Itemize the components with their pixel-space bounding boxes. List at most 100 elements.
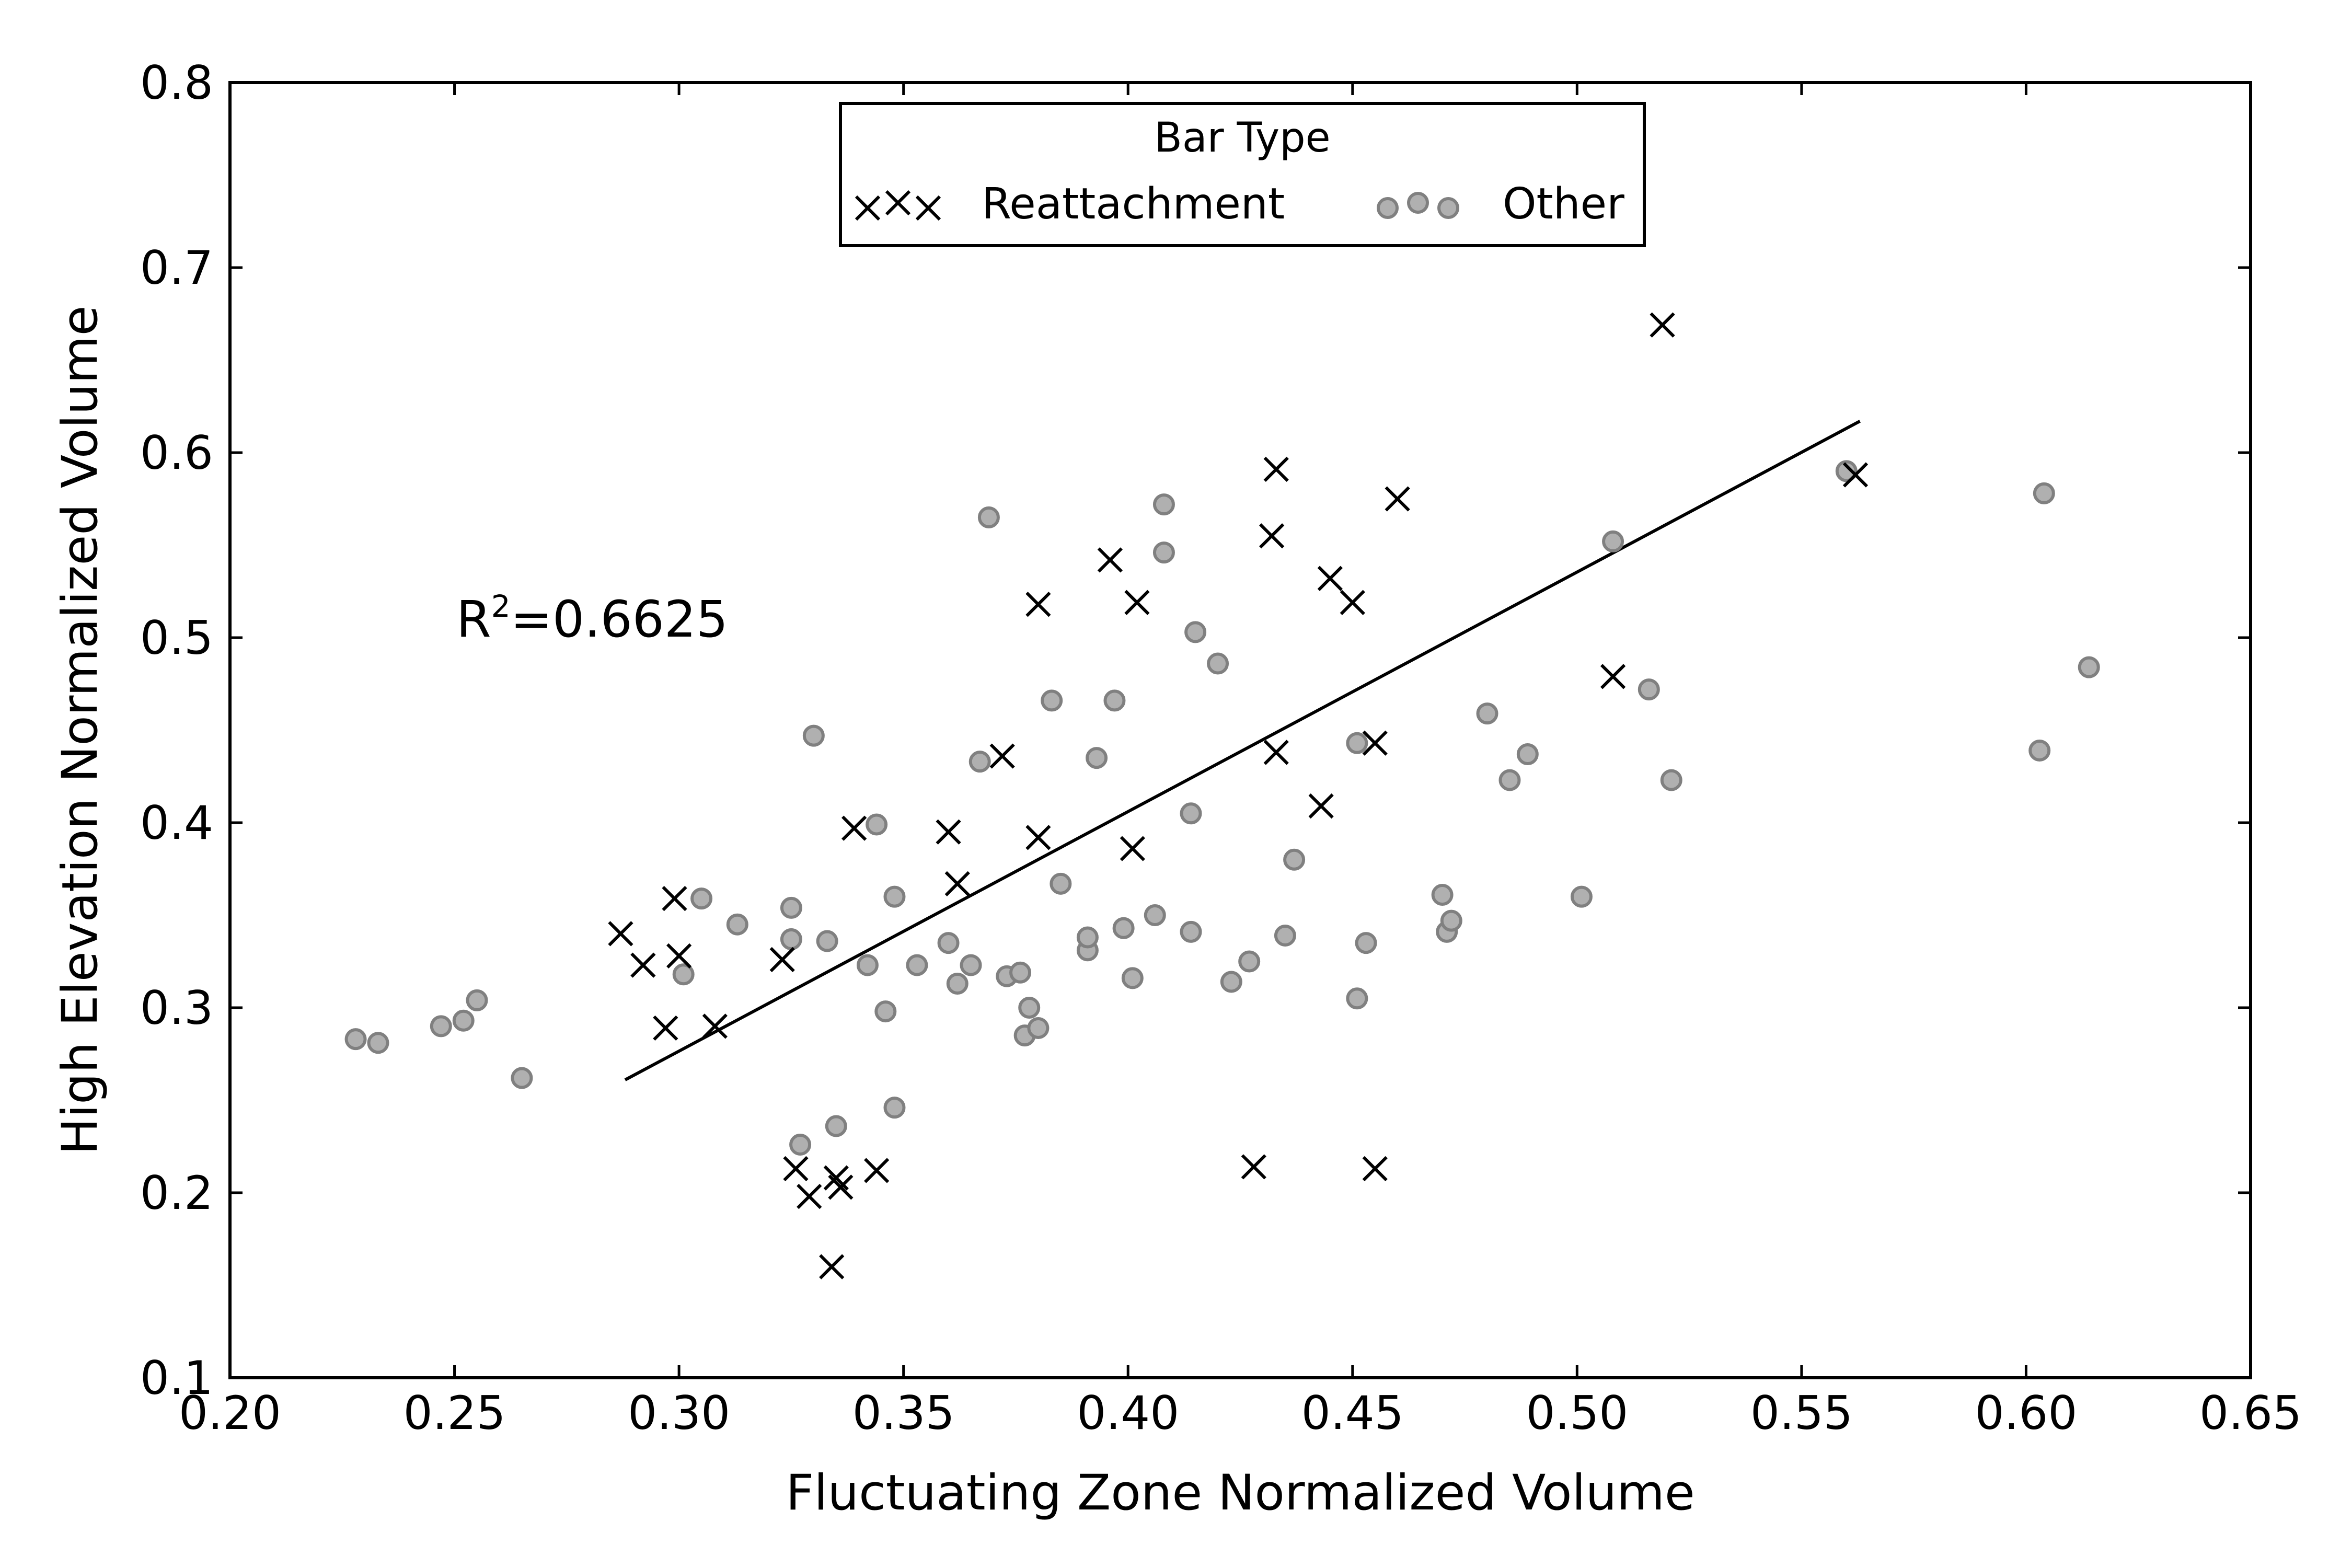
series-other: [344, 460, 2100, 1156]
data-point-other: [1516, 743, 1539, 766]
r-squared-superscript: 2: [491, 589, 511, 624]
data-point-other: [1431, 884, 1454, 906]
data-point-other: [1152, 493, 1175, 516]
data-point-other: [2078, 656, 2100, 678]
data-point-other: [874, 1000, 897, 1023]
x-tick-label: 0.60: [1975, 1386, 2077, 1440]
data-point-reattachment: [1385, 486, 1410, 512]
r-squared-annotation: R2=0.6625: [456, 589, 728, 649]
data-point-other: [2028, 739, 2051, 762]
x-axis-label: Fluctuating Zone Normalized Volume: [786, 1465, 1694, 1521]
legend-other-markers: [1377, 192, 1459, 219]
x-tick-label: 0.30: [628, 1386, 730, 1440]
data-point-other: [511, 1067, 533, 1089]
data-point-other: [1027, 1017, 1050, 1039]
data-point-other: [1009, 961, 1032, 984]
data-point-other: [866, 813, 888, 836]
legend-label-other: Other: [1503, 179, 1624, 229]
data-point-other: [1220, 971, 1242, 993]
data-point-other: [780, 896, 802, 919]
legend-marker-other: [1437, 197, 1459, 219]
data-point-reattachment: [1263, 740, 1289, 765]
y-tick-label: 0.8: [140, 56, 213, 110]
data-point-other: [1283, 848, 1306, 871]
data-point-reattachment: [702, 1013, 728, 1039]
data-point-other: [789, 1133, 812, 1156]
data-point-reattachment: [823, 1165, 849, 1191]
legend-box: [839, 102, 1646, 247]
data-point-other: [2033, 482, 2055, 504]
x-tick-label: 0.25: [403, 1386, 506, 1440]
data-point-reattachment: [989, 743, 1015, 769]
data-point-reattachment: [653, 1015, 678, 1041]
y-axis-label: High Elevation Normalized Volume: [52, 306, 109, 1155]
data-point-reattachment: [783, 1156, 809, 1182]
data-point-reattachment: [1241, 1154, 1266, 1180]
data-point-other: [883, 1097, 906, 1119]
data-point-reattachment: [1097, 547, 1123, 573]
data-point-other: [1602, 530, 1624, 552]
data-point-other: [1346, 987, 1368, 1010]
data-point-reattachment: [944, 871, 970, 896]
data-point-reattachment: [1600, 664, 1626, 689]
data-point-other: [883, 885, 906, 908]
data-point-reattachment: [666, 943, 692, 969]
data-point-reattachment: [769, 947, 795, 973]
data-point-reattachment: [662, 886, 687, 912]
data-point-reattachment: [1124, 590, 1150, 615]
data-point-other: [1018, 997, 1041, 1019]
data-point-other: [825, 1115, 847, 1137]
data-point-other: [1638, 678, 1660, 701]
data-point-other: [1184, 621, 1207, 643]
data-point-reattachment: [797, 1183, 822, 1209]
data-point-other: [344, 1028, 367, 1051]
data-point-reattachment: [1263, 456, 1289, 482]
series-reattachment: [608, 312, 1869, 1279]
data-point-other: [802, 724, 825, 747]
data-point-other: [960, 954, 982, 976]
data-point-other: [780, 928, 802, 951]
legend-label-reattachment: Reattachment: [982, 179, 1285, 229]
data-point-other: [1121, 967, 1144, 989]
data-point-other: [977, 506, 1000, 528]
y-tick-label: 0.4: [140, 796, 213, 850]
data-point-other: [969, 751, 991, 773]
legend-marker-other: [1407, 192, 1429, 214]
data-point-reattachment: [936, 819, 961, 845]
r-squared-base: R: [456, 590, 491, 649]
data-point-other: [1476, 702, 1498, 725]
data-point-reattachment: [1340, 590, 1365, 615]
data-point-other: [816, 930, 838, 952]
trendline-layer: [624, 420, 1861, 1081]
data-point-other: [1570, 885, 1593, 908]
data-point-other: [1180, 802, 1202, 825]
y-tick-label: 0.5: [140, 611, 213, 665]
legend: Bar Type Reattachment Other: [839, 102, 1646, 247]
data-point-other: [1835, 460, 1858, 482]
x-tick-label: 0.50: [1526, 1386, 1628, 1440]
data-point-reattachment: [819, 1254, 845, 1279]
data-point-reattachment: [1362, 1156, 1388, 1182]
data-point-other: [856, 954, 879, 976]
data-point-other: [430, 1015, 452, 1037]
data-point-reattachment: [1025, 592, 1051, 617]
data-point-reattachment: [1259, 523, 1285, 549]
data-point-other: [690, 887, 713, 910]
legend-marker-reattachment: [915, 195, 941, 221]
data-point-other: [946, 972, 969, 995]
data-point-other: [1498, 769, 1521, 791]
data-point-other: [1112, 917, 1135, 939]
x-tick-label: 0.40: [1077, 1386, 1179, 1440]
data-point-other: [1050, 872, 1072, 895]
data-point-reattachment: [828, 1174, 854, 1200]
legend-reattachment-markers: [855, 190, 941, 221]
r-squared-value: =0.6625: [511, 590, 728, 649]
data-point-other: [1086, 747, 1108, 769]
y-tick-label: 0.1: [140, 1351, 213, 1405]
data-point-other: [1103, 689, 1126, 712]
data-point-other: [1660, 769, 1682, 791]
legend-marker-reattachment: [855, 195, 881, 221]
y-tick-label: 0.7: [140, 241, 213, 295]
data-point-other: [672, 963, 695, 986]
